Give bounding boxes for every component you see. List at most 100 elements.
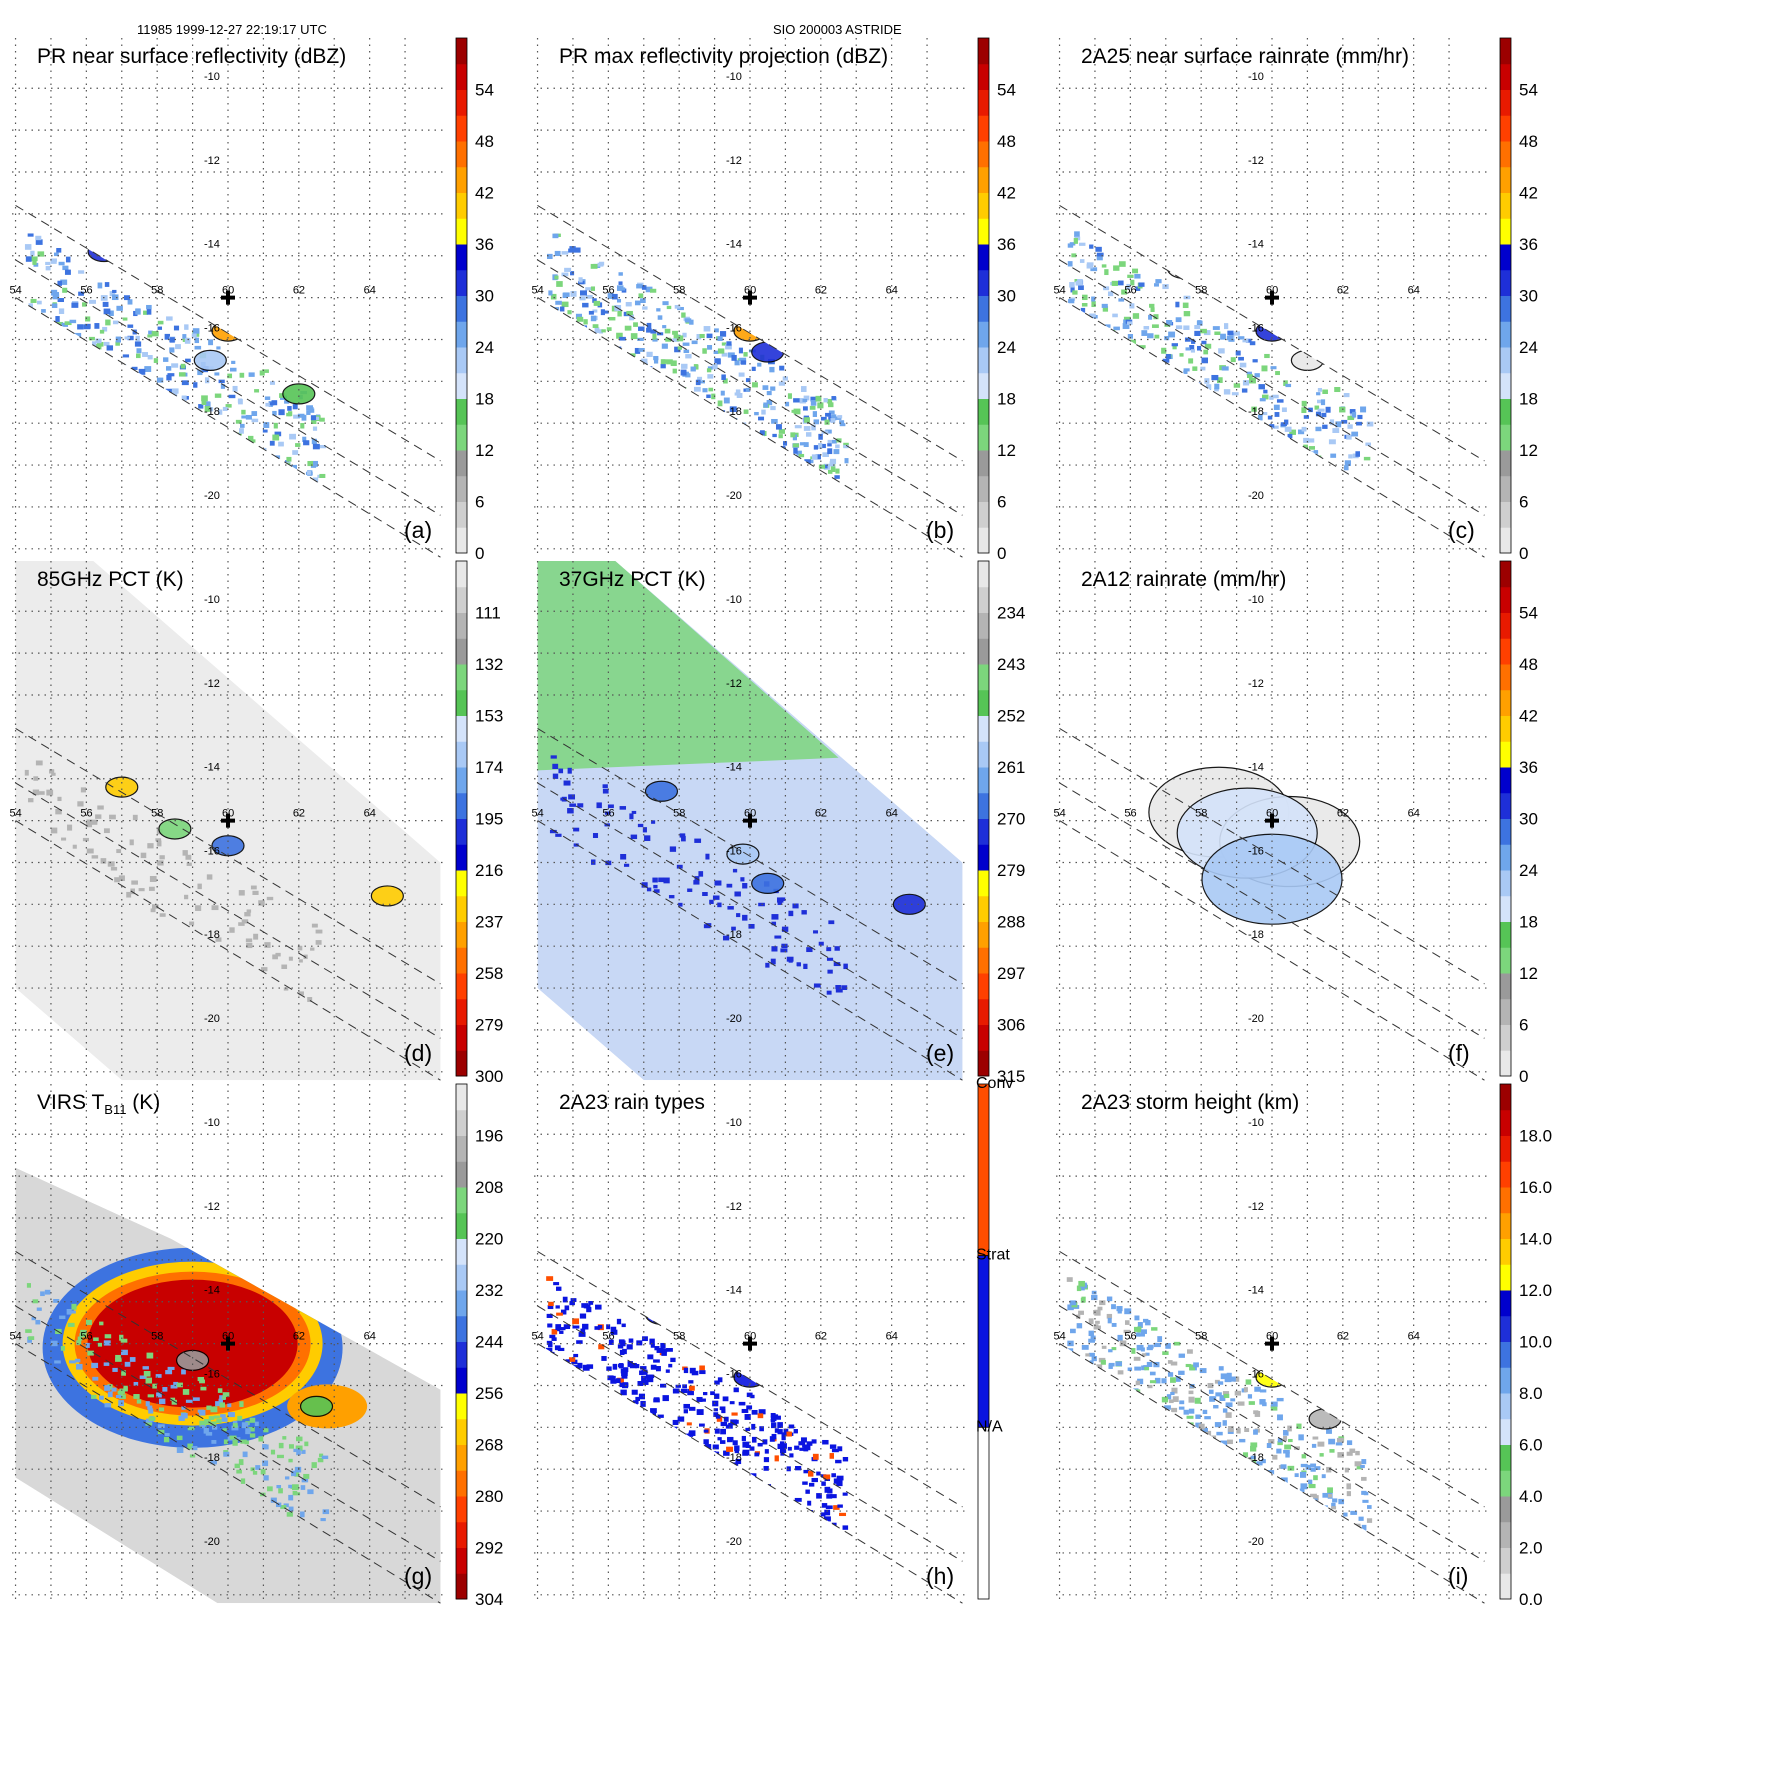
lat-tick-h: -18: [726, 1452, 742, 1464]
lat-tick-i: -14: [1248, 1285, 1264, 1297]
title-f: 2A12 rainrate (mm/hr): [1081, 568, 1286, 591]
panel-h: 54 56 58 60 62 64 -10 -12 -14 -16 -18 -20 2A23 rain …: [532, 1075, 1013, 1604]
lat-tick-e: -14: [726, 762, 742, 774]
lat-tick-f: -20: [1248, 1013, 1264, 1025]
center-marker-b: [743, 290, 757, 305]
svg-text:6: 6: [1519, 1016, 1528, 1035]
svg-text:153: 153: [475, 707, 503, 726]
title-c: 2A25 near surface rainrate (mm/hr): [1081, 45, 1409, 68]
svg-text:12: 12: [997, 441, 1016, 460]
swath-edge-c-1: [1059, 259, 1485, 516]
lat-tick-i: -18: [1248, 1452, 1264, 1464]
header-left: 11985 1999-12-27 22:19:17 UTC: [137, 22, 327, 37]
label-i: (i): [1448, 1563, 1468, 1589]
lat-tick-h: -12: [726, 1201, 742, 1213]
svg-text:48: 48: [1519, 655, 1538, 674]
svg-text:288: 288: [997, 913, 1025, 932]
svg-text:0.0: 0.0: [1519, 1590, 1543, 1609]
panel-d: 54 56 58 60 62 64 -10 -12 -14 -16 -18 -20 85GHz PCT …: [10, 560, 503, 1086]
svg-text:18.0: 18.0: [1519, 1127, 1552, 1146]
lon-tick-g: 58: [151, 1330, 163, 1342]
svg-text:256: 256: [475, 1384, 503, 1403]
swath-edge-b-1: [537, 259, 963, 516]
svg-text:24: 24: [997, 338, 1016, 357]
lat-tick-c: -18: [1248, 406, 1264, 418]
lat-tick-f: -16: [1248, 845, 1264, 857]
lat-tick-e: -16: [726, 845, 742, 857]
lon-tick-i: 58: [1195, 1330, 1207, 1342]
lon-tick-c: 58: [1195, 284, 1207, 296]
lat-tick-d: -18: [204, 929, 220, 941]
swath-edge-c-0: [1059, 205, 1485, 462]
label-b: (b): [926, 517, 954, 543]
feature-g-0: [175, 1349, 210, 1371]
svg-text:36: 36: [1519, 235, 1538, 254]
lon-tick-d: 56: [80, 807, 92, 819]
title-d: 85GHz PCT (K): [37, 568, 184, 591]
center-marker-e: [743, 813, 757, 828]
lon-tick-c: 60: [1266, 284, 1278, 296]
svg-text:174: 174: [475, 758, 503, 777]
lon-tick-a: 62: [293, 284, 305, 296]
feature-e-2: [751, 872, 785, 894]
svg-text:304: 304: [475, 1590, 503, 1609]
svg-text:132: 132: [475, 655, 503, 674]
svg-text:42: 42: [1519, 707, 1538, 726]
center-marker-g: [221, 1336, 235, 1351]
lat-tick-a: -16: [204, 322, 220, 334]
svg-text:30: 30: [997, 287, 1016, 306]
lon-tick-c: 56: [1124, 284, 1136, 296]
lon-tick-e: 60: [744, 807, 756, 819]
colorbar-d: 111 132 153 174 195 216 237 258 279 300: [455, 560, 503, 1086]
svg-text:Conv: Conv: [976, 1075, 1013, 1092]
colorbar-g: 196 208 220 232 244 256 268 280 292 304: [455, 1083, 503, 1609]
field-f: [1148, 766, 1361, 925]
swath-edge-g-1: [15, 1305, 441, 1562]
swath-edge-g-2: [15, 1343, 441, 1604]
header-center: SIO 200003 ASTRIDE: [773, 22, 902, 37]
lon-tick-g: 62: [293, 1330, 305, 1342]
lon-tick-e: 64: [886, 807, 898, 819]
lat-tick-b: -10: [726, 71, 742, 83]
lat-tick-c: -20: [1248, 490, 1264, 502]
lon-tick-f: 60: [1266, 807, 1278, 819]
svg-text:10.0: 10.0: [1519, 1333, 1552, 1352]
swath-edge-d-1: [15, 782, 441, 1039]
svg-text:48: 48: [1519, 132, 1538, 151]
svg-text:297: 297: [997, 964, 1025, 983]
feature-e-0: [644, 780, 679, 802]
lon-tick-h: 54: [532, 1330, 544, 1342]
svg-text:270: 270: [997, 810, 1025, 829]
svg-text:12: 12: [1519, 441, 1538, 460]
lat-tick-g: -12: [204, 1201, 220, 1213]
svg-text:0: 0: [1519, 1067, 1528, 1086]
title-g: VIRS TB11 (K): [37, 1091, 160, 1117]
lat-tick-h: -14: [726, 1285, 742, 1297]
svg-text:54: 54: [997, 81, 1016, 100]
lat-tick-b: -16: [726, 322, 742, 334]
lon-tick-e: 62: [815, 807, 827, 819]
svg-text:0: 0: [1519, 544, 1528, 563]
lon-tick-f: 54: [1054, 807, 1066, 819]
lon-tick-f: 58: [1195, 807, 1207, 819]
lon-tick-i: 56: [1124, 1330, 1136, 1342]
lat-tick-f: -12: [1248, 678, 1264, 690]
lon-tick-e: 56: [602, 807, 614, 819]
label-a: (a): [404, 517, 432, 543]
svg-text:54: 54: [475, 81, 494, 100]
svg-text:48: 48: [997, 132, 1016, 151]
svg-text:54: 54: [1519, 604, 1538, 623]
field-a: [24, 233, 327, 483]
colorbar-h: Conv Strat N/A: [976, 1075, 1013, 1600]
lat-tick-h: -16: [726, 1368, 742, 1380]
svg-text:258: 258: [475, 964, 503, 983]
svg-text:24: 24: [1519, 861, 1538, 880]
lat-tick-c: -14: [1248, 239, 1264, 251]
svg-text:18: 18: [1519, 390, 1538, 409]
center-marker-f: [1265, 813, 1279, 828]
lat-tick-b: -12: [726, 155, 742, 167]
title-i: 2A23 storm height (km): [1081, 1091, 1299, 1114]
lon-tick-f: 56: [1124, 807, 1136, 819]
lon-tick-c: 64: [1408, 284, 1420, 296]
colorbar-f: 54 48 42 36 30 24 18 12 6 0: [1499, 560, 1538, 1086]
